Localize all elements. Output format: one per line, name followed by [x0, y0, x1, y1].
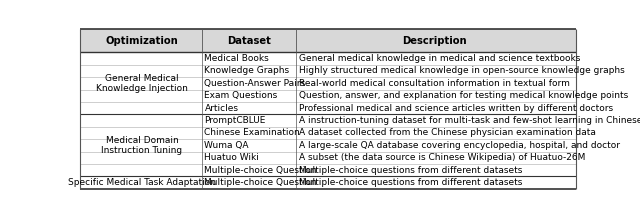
Text: Multiple-choice questions from different datasets: Multiple-choice questions from different… — [299, 166, 522, 175]
Text: Exam Questions: Exam Questions — [205, 91, 278, 100]
Text: Question-Answer Pairs: Question-Answer Pairs — [205, 79, 306, 88]
Text: Specific Medical Task Adaptation: Specific Medical Task Adaptation — [68, 178, 216, 187]
Bar — [80, 29, 576, 52]
Text: Articles: Articles — [205, 104, 239, 113]
Text: A dataset collected from the Chinese physician examination data: A dataset collected from the Chinese phy… — [299, 129, 596, 138]
Text: Optimization: Optimization — [106, 36, 179, 46]
Text: Chinese Examination: Chinese Examination — [205, 129, 300, 138]
Text: Question, answer, and explanation for testing medical knowledge points: Question, answer, and explanation for te… — [299, 91, 628, 100]
Text: A large-scale QA database covering encyclopedia, hospital, and doctor: A large-scale QA database covering encyc… — [299, 141, 620, 150]
Text: A instruction-tuning dataset for multi-task and few-shot learning in Chinese: A instruction-tuning dataset for multi-t… — [299, 116, 640, 125]
Text: Knowledge Graphs: Knowledge Graphs — [205, 66, 290, 75]
Text: Medical Domain
Instruction Tuning: Medical Domain Instruction Tuning — [101, 136, 182, 155]
Text: Multiple-choice Question: Multiple-choice Question — [205, 178, 317, 187]
Text: Dataset: Dataset — [227, 36, 271, 46]
Text: PromptCBLUE: PromptCBLUE — [205, 116, 266, 125]
Text: Medical Books: Medical Books — [205, 54, 269, 63]
Text: Huatuo Wiki: Huatuo Wiki — [205, 153, 259, 162]
Text: Multiple-choice Question: Multiple-choice Question — [205, 166, 317, 175]
Text: Description: Description — [403, 36, 467, 46]
Text: Highly structured medical knowledge in open-source knowledge graphs: Highly structured medical knowledge in o… — [299, 66, 625, 75]
Text: General medical knowledge in medical and science textbooks: General medical knowledge in medical and… — [299, 54, 580, 63]
Text: Real-world medical consultation information in textual form: Real-world medical consultation informat… — [299, 79, 570, 88]
Text: Wuma QA: Wuma QA — [205, 141, 249, 150]
Text: A subset (the data source is Chinese Wikipedia) of Huatuo-26M: A subset (the data source is Chinese Wik… — [299, 153, 585, 162]
Text: General Medical
Knowledge Injection: General Medical Knowledge Injection — [96, 74, 188, 93]
Text: Professional medical and science articles written by different doctors: Professional medical and science article… — [299, 104, 613, 113]
Text: Multiple-choice questions from different datasets: Multiple-choice questions from different… — [299, 178, 522, 187]
